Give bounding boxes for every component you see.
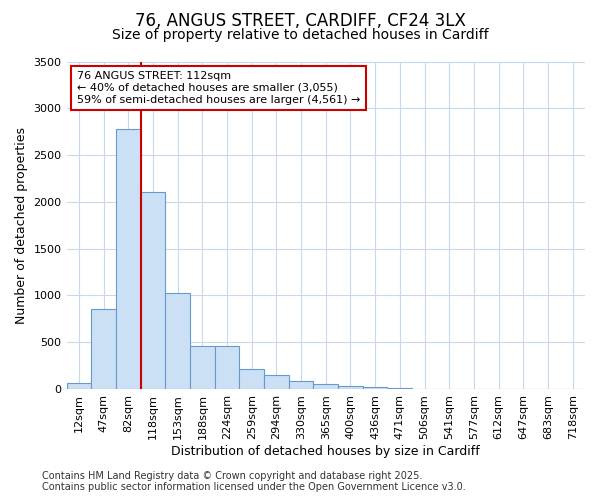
Bar	[190, 346, 215, 389]
Text: Contains HM Land Registry data © Crown copyright and database right 2025.
Contai: Contains HM Land Registry data © Crown c…	[42, 471, 466, 492]
Bar	[215, 346, 239, 389]
Y-axis label: Number of detached properties: Number of detached properties	[15, 126, 28, 324]
Bar	[363, 387, 388, 389]
Bar	[313, 384, 338, 389]
Text: 76, ANGUS STREET, CARDIFF, CF24 3LX: 76, ANGUS STREET, CARDIFF, CF24 3LX	[134, 12, 466, 30]
X-axis label: Distribution of detached houses by size in Cardiff: Distribution of detached houses by size …	[172, 444, 480, 458]
Bar	[338, 386, 363, 389]
Bar	[116, 129, 140, 389]
Bar	[289, 382, 313, 389]
Text: Size of property relative to detached houses in Cardiff: Size of property relative to detached ho…	[112, 28, 488, 42]
Bar	[239, 369, 264, 389]
Bar	[67, 383, 91, 389]
Text: 76 ANGUS STREET: 112sqm
← 40% of detached houses are smaller (3,055)
59% of semi: 76 ANGUS STREET: 112sqm ← 40% of detache…	[77, 72, 360, 104]
Bar	[388, 388, 412, 389]
Bar	[165, 292, 190, 389]
Bar	[91, 310, 116, 389]
Bar	[140, 192, 165, 389]
Bar	[264, 376, 289, 389]
